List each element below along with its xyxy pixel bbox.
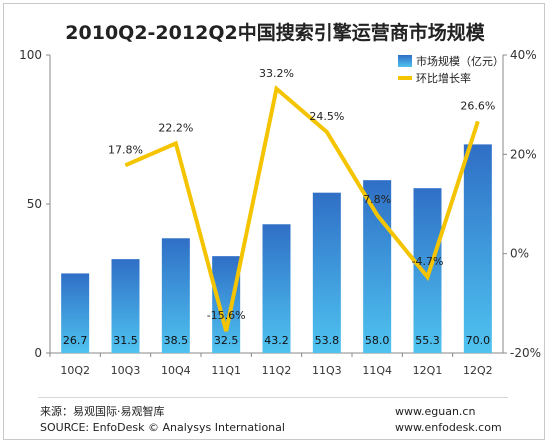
tick-label-right: 20%	[510, 147, 537, 161]
category-label: 11Q1	[211, 364, 241, 377]
category-label: 10Q4	[161, 364, 191, 377]
growth-rate-point	[175, 142, 177, 144]
category-label: 11Q2	[262, 364, 292, 377]
tick-label-right: 40%	[510, 48, 537, 62]
bar-value-label: 38.5	[164, 334, 189, 347]
footer-separator	[38, 397, 508, 398]
source-en: SOURCE: EnfoDesk © Analysys Internationa…	[40, 421, 285, 434]
tick-label-right: -20%	[510, 346, 541, 360]
tick-label-right: 0%	[510, 247, 529, 261]
growth-rate-point	[326, 131, 328, 133]
growth-rate-point	[427, 276, 428, 278]
bar-value-label: 32.5	[214, 334, 239, 347]
bar	[61, 273, 90, 353]
chart-title: 2010Q2-2012Q2中国搜索引擎运营商市场规模	[65, 22, 485, 44]
bar	[111, 259, 140, 353]
bar-value-label: 58.0	[365, 334, 390, 347]
category-label: 10Q2	[60, 364, 90, 377]
bar	[262, 224, 291, 353]
legend-label-bar: 市场规模（亿元）	[416, 54, 504, 68]
bar-value-label: 31.5	[113, 334, 138, 347]
legend-label-line: 环比增长率	[416, 71, 471, 85]
growth-rate-label: 24.5%	[309, 110, 344, 123]
growth-rate-label: -4.7%	[412, 255, 444, 268]
growth-rate-label: 22.2%	[158, 121, 193, 134]
growth-rate-point	[477, 121, 479, 123]
category-label: 12Q1	[413, 364, 443, 377]
url-eguan: www.eguan.cn	[395, 405, 476, 418]
category-label: 12Q2	[463, 364, 493, 377]
legend-swatch-bar	[398, 55, 412, 67]
growth-rate-label: -15.6%	[207, 309, 246, 322]
tick-label-left: 100	[19, 48, 42, 62]
category-label: 11Q4	[362, 364, 392, 377]
growth-rate-label: 33.2%	[259, 67, 294, 80]
bar	[463, 144, 492, 353]
growth-rate-line	[124, 85, 480, 332]
category-label: 11Q3	[312, 364, 342, 377]
bar-value-label: 70.0	[466, 334, 491, 347]
growth-rate-label: 26.6%	[460, 100, 495, 113]
bar	[161, 238, 190, 353]
chart-frame	[3, 3, 545, 440]
bar-value-label: 55.3	[415, 334, 440, 347]
bar-value-label: 43.2	[264, 334, 289, 347]
source-cn: 来源：易观国际·易观智库	[40, 405, 165, 418]
growth-rate-label: 7.8%	[363, 193, 391, 206]
growth-rate-label: 17.8%	[108, 143, 143, 156]
bar	[363, 180, 392, 353]
growth-rate-point	[125, 164, 126, 166]
tick-label-left: 50	[27, 197, 42, 211]
bar	[312, 192, 341, 353]
growth-rate-point	[225, 330, 227, 332]
growth-rate-point	[276, 88, 277, 90]
growth-rate-point	[376, 214, 378, 216]
bar-value-label: 26.7	[63, 334, 88, 347]
bar	[212, 256, 241, 353]
bar-value-label: 53.8	[315, 334, 340, 347]
category-label: 10Q3	[111, 364, 141, 377]
tick-label-left: 0	[34, 346, 42, 360]
url-enfodesk: www.enfodesk.com	[395, 421, 502, 434]
